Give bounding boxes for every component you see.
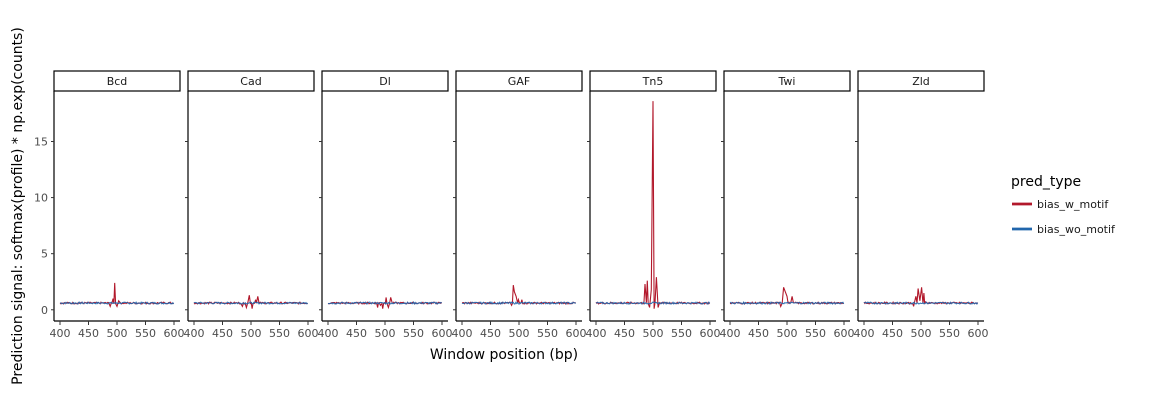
x-tick-label: 500 <box>509 327 530 340</box>
x-tick-label: 500 <box>643 327 664 340</box>
facet-panel-gaf: GAF 400 450 500 550 600 <box>452 70 587 340</box>
x-tick-label: 600 <box>298 327 319 340</box>
x-tick-label: 450 <box>78 327 99 340</box>
facet-strip <box>53 70 181 92</box>
x-tick-label: 550 <box>671 327 692 340</box>
facet-panel-zld: Zld 400 450 500 550 600 <box>854 70 989 340</box>
facet-panel-bcd: Bcd 400 450 500 550 600 <box>50 70 185 340</box>
legend-label: bias_wo_motif <box>1037 223 1116 236</box>
facet-panel-cad: Cad 400 450 500 550 600 <box>184 70 319 340</box>
x-tick-label: 550 <box>537 327 558 340</box>
x-tick-label: 400 <box>50 327 71 340</box>
x-tick-label: 500 <box>911 327 932 340</box>
y-tick-label: 5 <box>41 248 48 261</box>
facet-strip <box>187 70 315 92</box>
y-tick-label: 0 <box>41 304 48 317</box>
x-axis-title: Window position (bp) <box>430 347 578 363</box>
facet-strip-label: Dl <box>379 75 391 88</box>
x-tick-label: 500 <box>107 327 128 340</box>
x-tick-label: 600 <box>834 327 855 340</box>
facet-strip <box>857 70 985 92</box>
series-line-bias-wo-motif <box>863 301 979 305</box>
x-tick-label: 400 <box>452 327 473 340</box>
series-line-bias-wo-motif <box>595 301 711 306</box>
x-tick-label: 500 <box>375 327 396 340</box>
x-tick-label: 600 <box>700 327 721 340</box>
facet-panel-twi: Twi 400 450 500 550 600 <box>720 70 855 340</box>
x-tick-label: 550 <box>269 327 290 340</box>
series-line-bias-wo-motif <box>59 301 175 305</box>
x-tick-label: 550 <box>135 327 156 340</box>
x-tick-label: 400 <box>318 327 339 340</box>
x-tick-label: 500 <box>241 327 262 340</box>
x-tick-label: 450 <box>882 327 903 340</box>
x-tick-label: 450 <box>614 327 635 340</box>
series-line-bias-wo-motif <box>729 300 845 306</box>
facet-strip <box>321 70 449 92</box>
facet-strip-label: Tn5 <box>642 75 664 88</box>
series-line-bias-wo-motif <box>327 301 442 305</box>
y-axis: 0 5 10 15 <box>34 135 48 316</box>
legend: pred_type bias_w_motif bias_wo_motif <box>1011 174 1116 236</box>
y-tick-label: 10 <box>34 192 48 205</box>
facet-strip <box>723 70 851 92</box>
y-axis-title: Prediction signal: softmax(profile) * np… <box>10 27 26 385</box>
facet-panel-dl: Dl 400 450 500 550 600 <box>318 70 453 340</box>
facet-panel-tn5: Tn5 400 450 500 550 600 <box>586 70 721 340</box>
x-tick-label: 450 <box>346 327 367 340</box>
x-tick-label: 600 <box>968 327 989 340</box>
x-tick-label: 400 <box>854 327 875 340</box>
x-tick-label: 550 <box>939 327 960 340</box>
facet-strip-label: Bcd <box>107 75 128 88</box>
legend-label: bias_w_motif <box>1037 198 1109 211</box>
series-line-bias-w-motif <box>595 101 711 309</box>
x-tick-label: 450 <box>748 327 769 340</box>
x-tick-label: 450 <box>212 327 233 340</box>
x-tick-label: 400 <box>586 327 607 340</box>
series-line-bias-wo-motif <box>193 301 309 305</box>
x-tick-label: 550 <box>403 327 424 340</box>
x-tick-label: 400 <box>720 327 741 340</box>
x-tick-label: 550 <box>805 327 826 340</box>
facet-strip <box>589 70 717 92</box>
legend-title: pred_type <box>1011 174 1081 190</box>
facet-panels: Bcd 400 450 500 550 600 Cad 400 450 500 550 600 Dl 40… <box>50 70 989 340</box>
x-tick-label: 600 <box>164 327 185 340</box>
x-tick-label: 600 <box>566 327 587 340</box>
y-tick-label: 15 <box>34 135 48 148</box>
x-tick-label: 500 <box>777 327 798 340</box>
facet-strip <box>455 70 583 92</box>
facet-strip-label: GAF <box>508 75 530 88</box>
facet-strip-label: Cad <box>240 75 261 88</box>
x-tick-label: 400 <box>184 327 205 340</box>
x-tick-label: 450 <box>480 327 501 340</box>
series-line-bias-w-motif <box>863 287 979 307</box>
series-line-bias-wo-motif <box>461 301 577 305</box>
facet-strip-label: Twi <box>778 75 796 88</box>
x-tick-label: 600 <box>432 327 453 340</box>
facet-strip-label: Zld <box>912 75 930 88</box>
